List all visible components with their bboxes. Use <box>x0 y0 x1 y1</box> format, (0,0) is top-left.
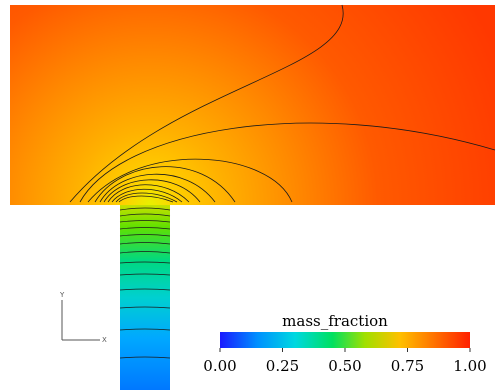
contour-line-inner-4 <box>107 184 190 203</box>
contour-line-mid <box>87 158 293 203</box>
chamber-contour-lines <box>69 4 496 203</box>
contour-line-inner-3 <box>103 179 201 203</box>
colorbar-tick-label-0: 0.00 <box>203 357 236 375</box>
colorbar-tick-label-3: 0.75 <box>391 357 424 375</box>
colorbar-tick-label-1: 0.25 <box>266 357 299 375</box>
contour-line-outer <box>69 4 344 203</box>
colorbar-tick-label-2: 0.50 <box>328 357 361 375</box>
chamber-field <box>10 5 495 205</box>
contour-line-inner-1 <box>94 166 236 203</box>
axes-triad-x-label: X <box>102 336 107 344</box>
colorbar-gradient <box>220 332 470 348</box>
pipe-contour-lines <box>119 207 171 359</box>
axes-triad: Y X <box>59 291 107 344</box>
axes-triad-y-label: Y <box>59 291 65 299</box>
colorbar: mass_fraction 0.00 0.25 0.50 0.75 1.00 <box>203 312 486 375</box>
colorbar-title: mass_fraction <box>282 312 388 330</box>
contour-line-wide <box>79 122 496 203</box>
colorbar-tick-label-4: 1.00 <box>453 357 486 375</box>
contour-line-inner-2 <box>99 173 216 203</box>
contour-line-inner-7 <box>118 195 174 203</box>
contour-line-inner-5 <box>111 188 183 203</box>
colorbar-ticks <box>219 348 471 352</box>
contour-line-inner-6 <box>115 192 178 203</box>
inlet-pipe-field <box>120 205 170 390</box>
